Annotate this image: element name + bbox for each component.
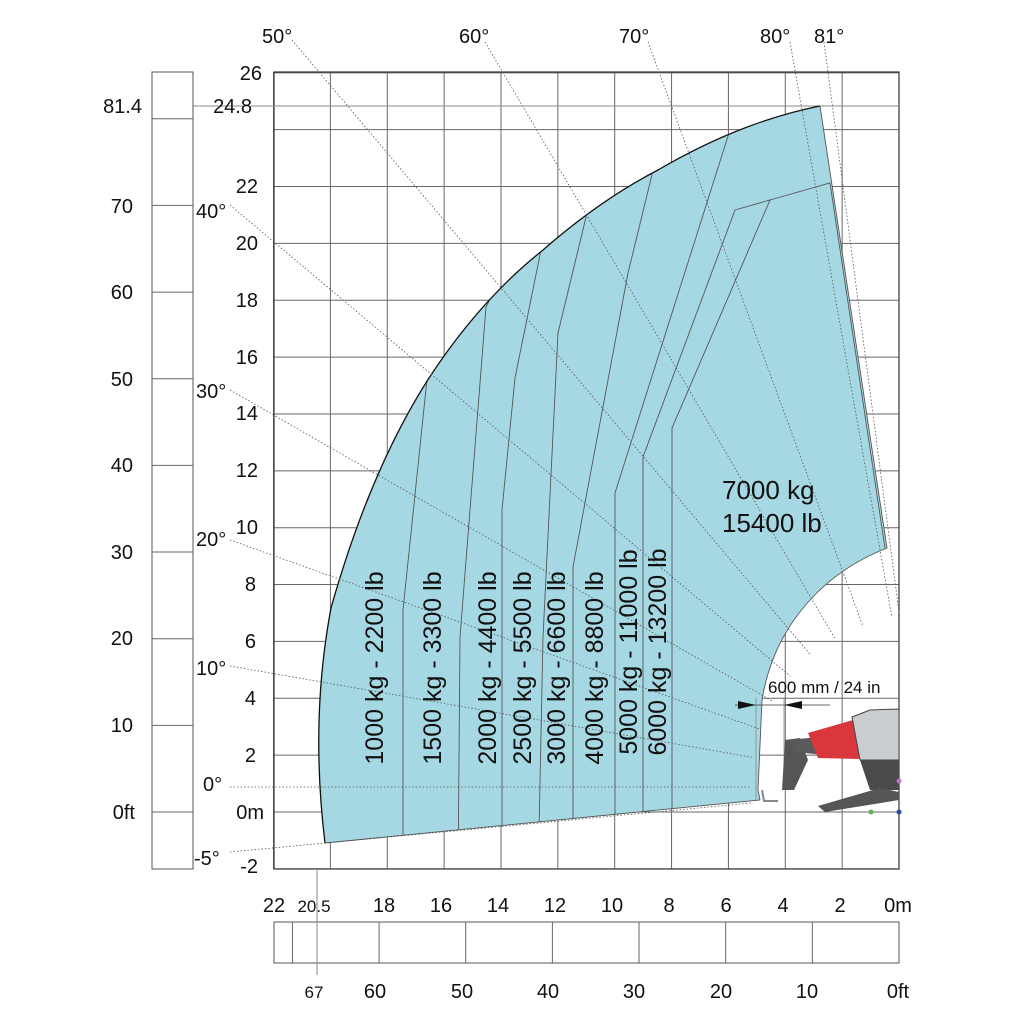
ft-tick: 20	[111, 628, 133, 650]
m-reach-tick: 2	[834, 895, 845, 917]
ft-reach-tick: 40	[537, 981, 559, 1003]
m-tick: 22	[236, 176, 258, 198]
zone-label-2500: 2500 kg - 5500 lb	[509, 571, 537, 764]
m-tick: 18	[236, 290, 258, 312]
ft-tick: 50	[111, 369, 133, 391]
m-reach-tick: 16	[430, 895, 452, 917]
zone-label-4000: 4000 kg - 8800 lb	[581, 571, 609, 764]
zone-label-6000: 6000 kg - 13200 lb	[644, 548, 672, 755]
angle-label: -5°	[194, 848, 220, 870]
envelope-outer-arc	[318, 105, 821, 844]
angle-line	[291, 39, 812, 656]
ft-reach-tick: 30	[623, 981, 645, 1003]
chassis	[860, 760, 899, 790]
angle-label: 81°	[814, 26, 844, 48]
m-reach-tick: 6	[720, 895, 731, 917]
m-tick: 12	[236, 460, 258, 482]
arrow-right-icon	[738, 701, 756, 709]
zone-label-7000-lb: 15400 lb	[722, 508, 822, 538]
angle-label: 30°	[196, 381, 226, 403]
zone-label-2000: 2000 kg - 4400 lb	[474, 571, 502, 764]
m-tick: 26	[240, 63, 262, 85]
ft-tick: 40	[111, 455, 133, 477]
load-envelope	[318, 105, 888, 844]
ft-height-ticks	[152, 118, 193, 813]
m-reach-tick: 20.5	[297, 897, 330, 916]
ft-height-scale	[151, 71, 194, 870]
angle-label: 50°	[262, 26, 292, 48]
ft-tick: 60	[111, 282, 133, 304]
ft-reach-scale	[273, 921, 900, 964]
m-reach-tick: 18	[373, 895, 395, 917]
angle-line	[229, 665, 753, 758]
m-tick: 6	[245, 631, 256, 653]
telehandler-illustration	[761, 708, 902, 815]
zone-label-1500: 1500 kg - 3300 lb	[419, 571, 447, 764]
marker-green	[868, 809, 874, 815]
m-reach-tick: 8	[663, 895, 674, 917]
envelope-fill	[318, 106, 887, 843]
ft-tick: 0ft	[113, 802, 136, 824]
zone-label-3000: 3000 kg - 6600 lb	[543, 571, 571, 764]
angle-label: 70°	[619, 26, 649, 48]
envelope-edge	[324, 105, 888, 844]
m-tick: 16	[236, 347, 258, 369]
m-reach-tick: 4	[777, 895, 788, 917]
ft-reach-tick: 50	[451, 981, 473, 1003]
arrow-left-icon	[784, 701, 802, 709]
clearance-dimension	[735, 698, 830, 800]
m-tick: 4	[245, 688, 256, 710]
zone-7000-boundary	[769, 182, 886, 549]
m-tick: 24.8	[213, 96, 252, 118]
plot-frame	[273, 71, 900, 870]
ft-reach-ticks	[291, 922, 813, 963]
angle-label: 40°	[196, 201, 226, 223]
m-tick: 0m	[236, 802, 264, 824]
m-tick: -2	[240, 856, 258, 878]
m-reach-tick: 12	[544, 895, 566, 917]
angle-line	[229, 389, 774, 702]
ft-tick: 70	[111, 196, 133, 218]
m-reach-tick: 10	[601, 895, 623, 917]
ft-tick: 81.4	[103, 96, 142, 118]
angle-label: 60°	[459, 26, 489, 48]
m-reach-tick: 0m	[884, 895, 912, 917]
cab	[851, 708, 900, 761]
angle-line	[229, 204, 791, 677]
ft-reach-tick: 60	[364, 981, 386, 1003]
angle-label: 0°	[203, 774, 222, 796]
angle-label: 80°	[760, 26, 790, 48]
ft-reach-tick: 0ft	[887, 981, 910, 1003]
angle-line	[789, 41, 893, 618]
zone-label-7000-kg: 7000 kg	[722, 475, 815, 505]
ft-tick: 30	[111, 542, 133, 564]
m-tick: 8	[245, 574, 256, 596]
m-reach-tick: 22	[263, 895, 285, 917]
ft-reach-tick: 67	[305, 983, 324, 1002]
ft-tick: 10	[111, 715, 133, 737]
stabilizer	[818, 788, 899, 812]
clearance-label: 600 mm / 24 in	[768, 678, 880, 697]
ft-reach-tick: 10	[796, 981, 818, 1003]
marker-blue	[896, 809, 902, 815]
m-tick: 20	[236, 233, 258, 255]
m-tick: 14	[236, 403, 258, 425]
angle-lines	[229, 39, 900, 853]
zone-label-5000: 5000 kg - 11000 lb	[615, 549, 643, 754]
angle-label: 20°	[196, 529, 226, 551]
ft-reach-tick: 20	[710, 981, 732, 1003]
angle-label: 10°	[196, 658, 226, 680]
m-tick: 10	[236, 517, 258, 539]
angle-line	[647, 41, 864, 626]
fork	[761, 789, 778, 802]
zone-label-1000: 1000 kg - 2200 lb	[361, 571, 389, 764]
marker-purple	[896, 778, 902, 784]
m-reach-tick: 14	[487, 895, 509, 917]
m-tick: 2	[245, 745, 256, 767]
angle-line	[229, 539, 761, 730]
